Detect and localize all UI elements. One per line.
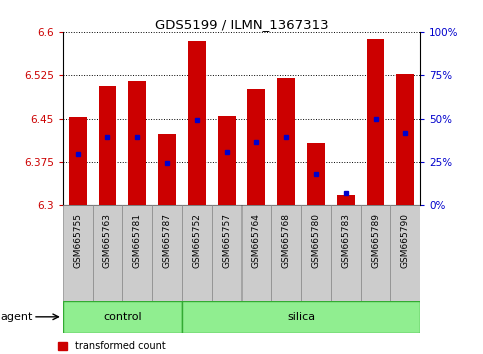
- Text: GSM665781: GSM665781: [133, 213, 142, 268]
- Bar: [93, 205, 122, 301]
- Bar: [99, 86, 116, 205]
- Text: silica: silica: [287, 312, 315, 322]
- Bar: [69, 117, 86, 205]
- Bar: [307, 143, 325, 205]
- Bar: [301, 205, 331, 301]
- Text: GSM665768: GSM665768: [282, 213, 291, 268]
- Text: GSM665757: GSM665757: [222, 213, 231, 268]
- Bar: [271, 205, 301, 301]
- Bar: [182, 301, 420, 333]
- Bar: [397, 74, 414, 205]
- Bar: [63, 205, 93, 301]
- Bar: [247, 88, 265, 205]
- Text: GSM665790: GSM665790: [401, 213, 410, 268]
- Bar: [242, 205, 271, 301]
- Text: GSM665763: GSM665763: [103, 213, 112, 268]
- Text: control: control: [103, 312, 142, 322]
- Bar: [337, 195, 355, 205]
- Bar: [331, 205, 361, 301]
- Text: GSM665764: GSM665764: [252, 213, 261, 268]
- Text: agent: agent: [0, 312, 32, 322]
- Bar: [152, 205, 182, 301]
- Bar: [367, 39, 384, 205]
- Text: GSM665752: GSM665752: [192, 213, 201, 268]
- Text: GSM665789: GSM665789: [371, 213, 380, 268]
- Bar: [277, 78, 295, 205]
- Bar: [390, 205, 420, 301]
- Text: GSM665783: GSM665783: [341, 213, 350, 268]
- Text: GSM665787: GSM665787: [163, 213, 171, 268]
- Bar: [158, 134, 176, 205]
- Legend: transformed count, percentile rank within the sample: transformed count, percentile rank withi…: [58, 341, 240, 354]
- Bar: [128, 81, 146, 205]
- Bar: [182, 205, 212, 301]
- Text: GSM665780: GSM665780: [312, 213, 320, 268]
- Bar: [212, 205, 242, 301]
- Bar: [188, 40, 206, 205]
- Text: GSM665755: GSM665755: [73, 213, 82, 268]
- Bar: [361, 205, 390, 301]
- Title: GDS5199 / ILMN_1367313: GDS5199 / ILMN_1367313: [155, 18, 328, 31]
- Bar: [63, 301, 182, 333]
- Bar: [218, 116, 236, 205]
- Bar: [122, 205, 152, 301]
